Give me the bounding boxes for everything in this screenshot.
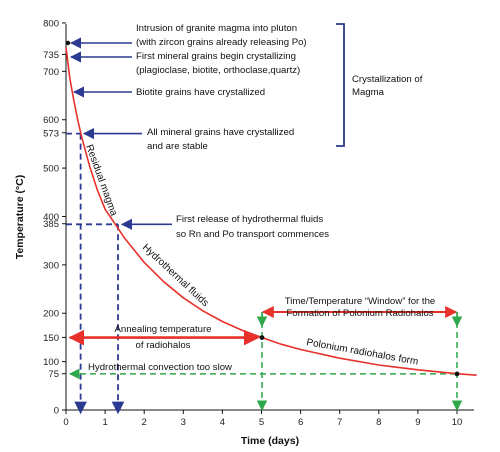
- crystallization-bracket: [336, 23, 345, 147]
- biotite-label: Biotite grains have crystallized: [136, 87, 265, 98]
- y-tick-label: 400: [43, 212, 59, 223]
- y-special-tick-label: 150: [43, 333, 59, 344]
- polonium-halos-label: Polonium radiohalos form: [305, 337, 419, 368]
- event-dot-annealing: [259, 335, 265, 340]
- annealing-label-line1: Annealing temperature: [114, 324, 211, 335]
- x-tick-label: 8: [376, 417, 381, 428]
- window-title-line2: Formation of Polonium Radiohalos: [286, 308, 433, 319]
- x-tick-label: 10: [452, 417, 463, 428]
- hydrothermal-fluids-label: Hydrothermal fluids: [140, 242, 211, 309]
- convection-label: Hydrothermal convection too slow: [88, 362, 232, 373]
- first-grains-label-line2: (plagioclase, biotite, orthoclase,quartz…: [136, 65, 300, 76]
- event-dot-window-end: [454, 371, 460, 377]
- x-tick-label: 6: [298, 417, 303, 428]
- x-tick-label: 2: [142, 417, 147, 428]
- crystallization-label-line2: Magma: [352, 87, 385, 98]
- y-tick-label: 100: [43, 357, 59, 368]
- y-tick-label: 600: [43, 115, 59, 126]
- intrusion-label-line1: Intrusion of granite magma into pluton: [136, 23, 297, 34]
- first-grains-label-line1: First mineral grains begin crystallizing: [136, 51, 296, 62]
- window-title-line1: Time/Temperature “Window” for the: [285, 296, 436, 307]
- hydro-release-label-line1: First release of hydrothermal fluids: [176, 214, 323, 225]
- x-tick-label: 3: [181, 417, 186, 428]
- y-tick-label: 0: [54, 406, 59, 417]
- hydro-release-label-line2: so Rn and Po transport commences: [176, 229, 329, 240]
- guide-lines: [66, 132, 463, 415]
- y-tick-label: 500: [43, 164, 59, 175]
- y-special-tick-label: 385: [43, 219, 59, 230]
- x-tick-label: 7: [337, 417, 342, 428]
- crystallization-label-line1: Crystallization of: [352, 74, 423, 85]
- residual-magma-label: Residual magma: [83, 143, 119, 218]
- event-dot-intrusion: [65, 40, 71, 46]
- x-tick-label: 1: [102, 417, 107, 428]
- x-tick-label: 0: [63, 417, 68, 428]
- y-axis-title: Temperature (°C): [14, 175, 26, 260]
- x-tick-label: 5: [259, 417, 264, 428]
- y-special-tick-label: 573: [43, 128, 59, 139]
- x-ticks: 0 1 2 3 4 5 6 7 8 9 10: [63, 410, 462, 428]
- y-special-tick-label: 75: [48, 369, 59, 380]
- y-special-tick-label: 735: [43, 50, 59, 61]
- x-axis-title: Time (days): [241, 435, 299, 447]
- annealing-label-line2: of radiohalos: [136, 340, 191, 351]
- x-tick-label: 4: [220, 417, 225, 428]
- y-tick-label: 700: [43, 67, 59, 78]
- cooling-curve-line: [65, 47, 477, 376]
- allgrains-label-line2: and are stable: [147, 141, 208, 152]
- allgrains-label-line1: All mineral grains have crystallized: [147, 127, 294, 138]
- y-ticks: 0 100 200 300 400 500 600 700 800 735 573 385 150 75: [43, 18, 66, 417]
- y-tick-label: 300: [43, 260, 59, 271]
- x-tick-label: 9: [415, 417, 420, 428]
- y-tick-label: 200: [43, 309, 59, 320]
- y-tick-label: 800: [43, 18, 59, 29]
- intrusion-label-line2: (with zircon grains already releasing Po…: [136, 37, 307, 48]
